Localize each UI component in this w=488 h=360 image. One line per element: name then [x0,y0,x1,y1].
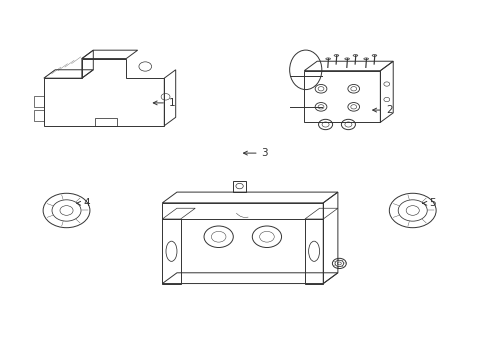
Text: 1: 1 [153,98,175,108]
Text: 5: 5 [422,198,434,208]
Text: 3: 3 [243,148,267,158]
Text: 2: 2 [372,105,392,115]
Text: 4: 4 [77,198,90,208]
